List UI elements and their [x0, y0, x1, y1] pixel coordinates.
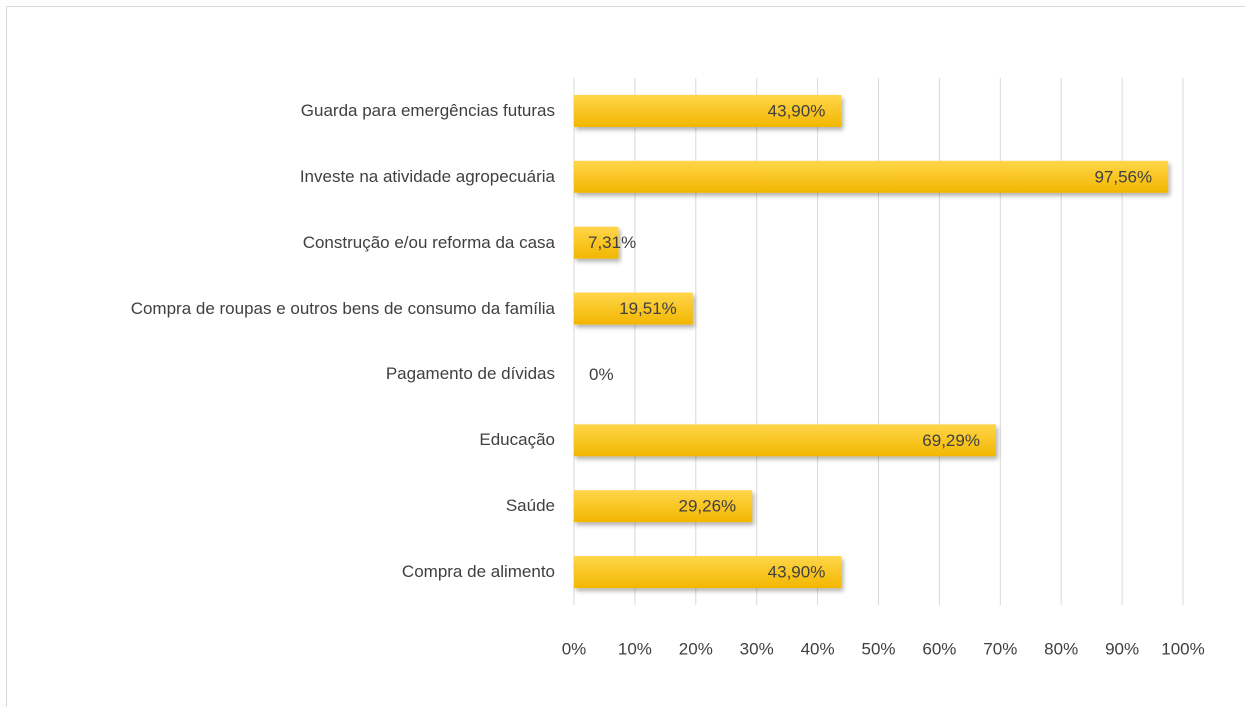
- x-tick-label: 70%: [983, 639, 1017, 658]
- y-tick-label: Investe na atividade agropecuária: [299, 166, 555, 186]
- x-tick-label: 0%: [562, 639, 587, 658]
- bar: [574, 490, 753, 523]
- chart-frame: [6, 6, 1245, 707]
- x-tick-label: 50%: [861, 639, 895, 658]
- y-tick-label: Saúde: [505, 496, 555, 516]
- y-tick-label: Compra de alimento: [401, 562, 555, 582]
- x-tick-label: 40%: [801, 639, 835, 658]
- y-tick-label: Pagamento de dívidas: [385, 364, 555, 384]
- bar: [574, 94, 842, 127]
- x-tick-label: 10%: [618, 639, 652, 658]
- data-label: 29,26%: [679, 497, 737, 516]
- data-label: 0%: [589, 365, 614, 384]
- x-tick-label: 30%: [740, 639, 774, 658]
- data-label: 97,56%: [1094, 167, 1152, 186]
- y-tick-label: Compra de roupas e outros bens de consum…: [130, 298, 555, 318]
- y-tick-label: Construção e/ou reforma da casa: [302, 232, 555, 252]
- bar: [574, 424, 996, 457]
- x-tick-label: 80%: [1044, 639, 1078, 658]
- x-tick-label: 20%: [679, 639, 713, 658]
- bar: [574, 292, 693, 325]
- y-tick-label: Educação: [479, 430, 555, 450]
- y-tick-label: Guarda para emergências futuras: [300, 100, 555, 120]
- data-label: 7,31%: [588, 233, 636, 252]
- data-label: 19,51%: [619, 299, 677, 318]
- bar: [574, 160, 1169, 193]
- x-tick-label: 60%: [922, 639, 956, 658]
- x-tick-label: 100%: [1161, 639, 1204, 658]
- data-label: 43,90%: [768, 101, 826, 120]
- bar: [574, 226, 619, 259]
- data-label: 69,29%: [922, 431, 980, 450]
- x-tick-label: 90%: [1105, 639, 1139, 658]
- data-label: 43,90%: [768, 563, 826, 582]
- bar: [574, 556, 842, 589]
